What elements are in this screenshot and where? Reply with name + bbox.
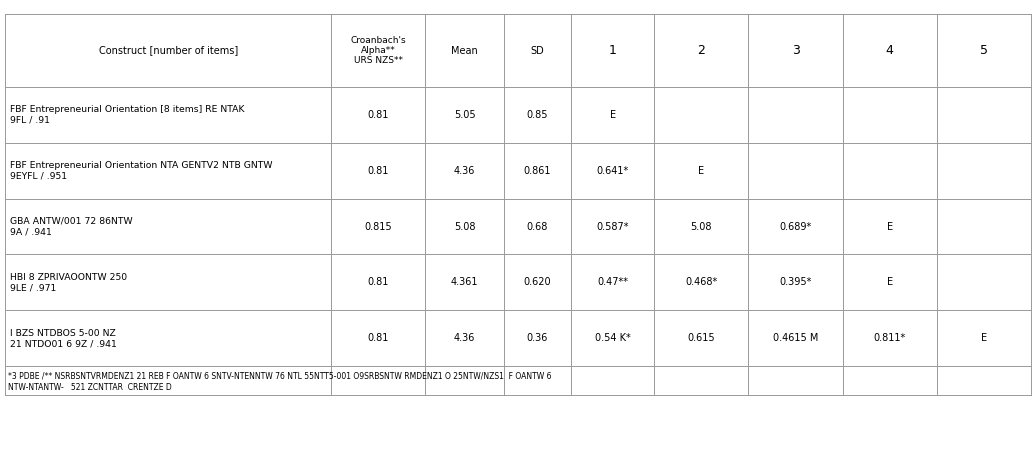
Text: E: E [887, 278, 893, 288]
Text: HBI 8 ZPRIVAOONTW 250
9LE / .971: HBI 8 ZPRIVAOONTW 250 9LE / .971 [10, 273, 127, 292]
Text: 2: 2 [697, 44, 706, 57]
Text: 0.689*: 0.689* [779, 221, 811, 231]
Text: 0.68: 0.68 [526, 221, 548, 231]
Text: 5.05: 5.05 [454, 109, 476, 119]
Text: E: E [698, 166, 704, 176]
Text: Mean: Mean [451, 46, 478, 56]
Text: FBF Entrepreneurial Orientation [8 items] RE NTAK
9FL / .91: FBF Entrepreneurial Orientation [8 items… [10, 105, 244, 124]
Text: NTW-NTANTW-   521 ZCNTTAR  CRENTZE D: NTW-NTANTW- 521 ZCNTTAR CRENTZE D [8, 383, 172, 392]
Text: FBF Entrepreneurial Orientation NTA GENTV2 NTB GNTW
9EYFL / .951: FBF Entrepreneurial Orientation NTA GENT… [10, 161, 272, 180]
Text: 0.81: 0.81 [368, 333, 390, 343]
Text: 4.36: 4.36 [454, 333, 476, 343]
Text: 0.85: 0.85 [526, 109, 548, 119]
Text: 0.620: 0.620 [523, 278, 551, 288]
Text: I BZS NTDBOS 5-00 NZ
21 NTDO01 6 9Z / .941: I BZS NTDBOS 5-00 NZ 21 NTDO01 6 9Z / .9… [10, 328, 117, 348]
Text: 0.36: 0.36 [526, 333, 548, 343]
Text: 0.81: 0.81 [368, 166, 390, 176]
Text: *3 PDBE /** NSRBSNTVRMDENZ1 21 REB F OANTW 6 SNTV-NTENNTW 76 NTL 55NTT5-001 O9SR: *3 PDBE /** NSRBSNTVRMDENZ1 21 REB F OAN… [8, 371, 552, 380]
Text: 4.361: 4.361 [451, 278, 479, 288]
Text: E: E [609, 109, 615, 119]
Text: E: E [981, 333, 987, 343]
Text: 0.4615 M: 0.4615 M [773, 333, 818, 343]
Text: SD: SD [530, 46, 544, 56]
Text: 0.81: 0.81 [368, 109, 390, 119]
Text: 5.08: 5.08 [691, 221, 712, 231]
Text: 0.861: 0.861 [523, 166, 551, 176]
Text: Construct [number of items]: Construct [number of items] [98, 46, 238, 56]
Text: 1: 1 [609, 44, 616, 57]
Text: 4.36: 4.36 [454, 166, 476, 176]
Text: 0.587*: 0.587* [597, 221, 629, 231]
Text: 0.395*: 0.395* [779, 278, 812, 288]
Text: 0.815: 0.815 [365, 221, 393, 231]
Text: 0.811*: 0.811* [873, 333, 905, 343]
Text: 0.54 K*: 0.54 K* [595, 333, 631, 343]
Text: 0.641*: 0.641* [597, 166, 629, 176]
Text: Croanbach's
Alpha**
URS NZS**: Croanbach's Alpha** URS NZS** [350, 36, 406, 65]
Text: 5.08: 5.08 [454, 221, 476, 231]
Text: 0.47**: 0.47** [597, 278, 628, 288]
Text: 3: 3 [792, 44, 800, 57]
Text: 4: 4 [886, 44, 894, 57]
Text: E: E [887, 221, 893, 231]
Text: 0.468*: 0.468* [685, 278, 718, 288]
Text: 0.615: 0.615 [688, 333, 715, 343]
Text: 0.81: 0.81 [368, 278, 390, 288]
Text: 5: 5 [980, 44, 987, 57]
Text: GBA ANTW/001 72 86NTW
9A / .941: GBA ANTW/001 72 86NTW 9A / .941 [10, 217, 133, 236]
